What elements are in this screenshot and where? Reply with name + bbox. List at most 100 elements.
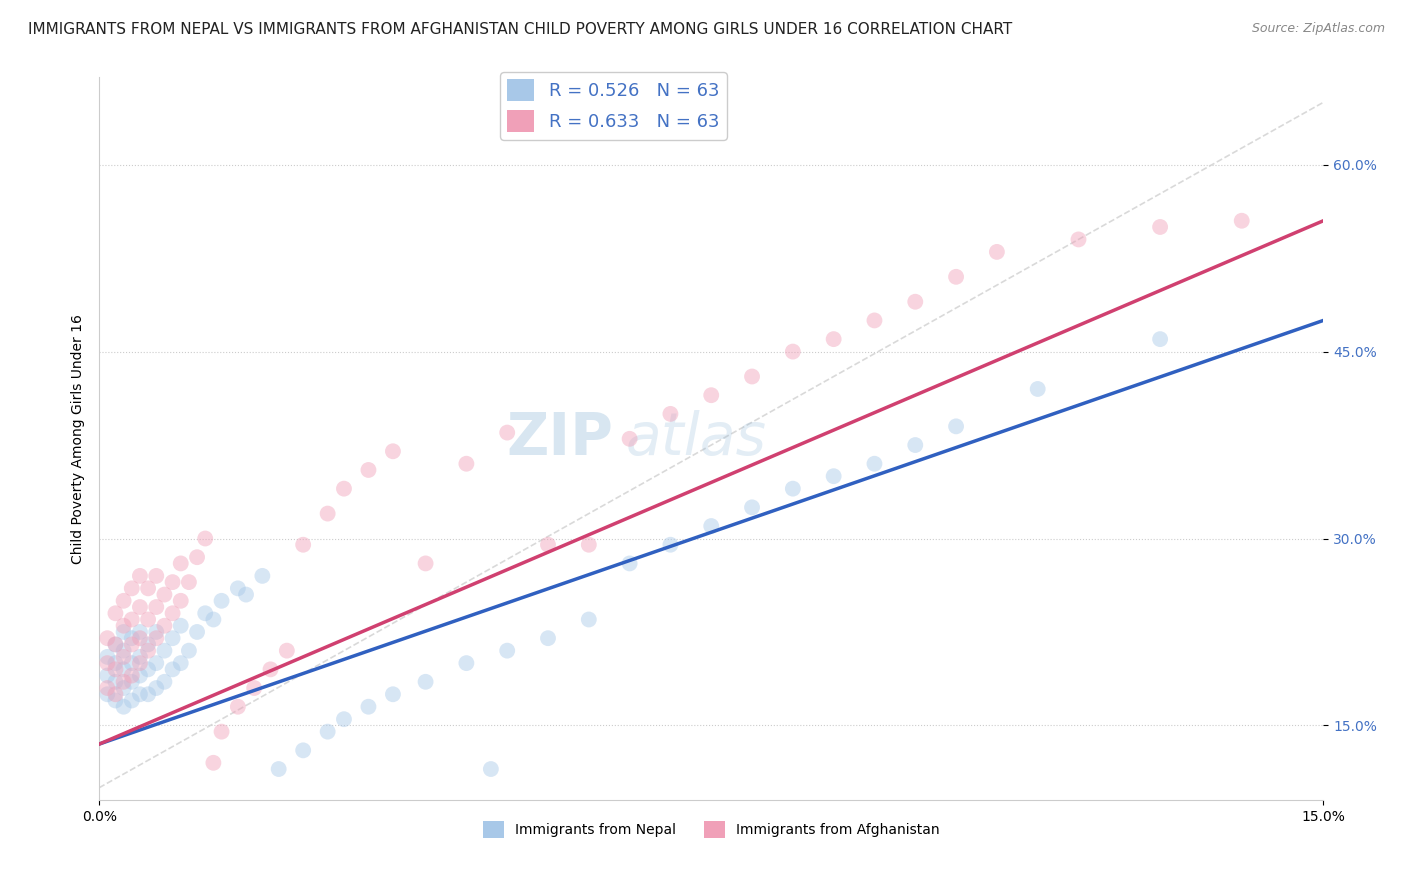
Point — [986, 244, 1008, 259]
Point — [145, 681, 167, 695]
Point — [202, 756, 225, 770]
Point — [904, 294, 927, 309]
Point — [162, 662, 184, 676]
Point — [243, 681, 266, 695]
Point — [904, 438, 927, 452]
Point — [96, 687, 118, 701]
Point — [177, 643, 200, 657]
Point — [782, 344, 804, 359]
Point — [381, 687, 404, 701]
Point — [456, 457, 478, 471]
Point — [700, 388, 723, 402]
Point — [112, 624, 135, 639]
Point — [121, 668, 143, 682]
Point — [186, 550, 208, 565]
Point — [578, 613, 600, 627]
Point — [381, 444, 404, 458]
Point — [267, 762, 290, 776]
Point — [112, 643, 135, 657]
Legend: Immigrants from Nepal, Immigrants from Afghanistan: Immigrants from Nepal, Immigrants from A… — [478, 816, 945, 844]
Point — [153, 618, 176, 632]
Point — [496, 643, 519, 657]
Point — [136, 643, 159, 657]
Point — [276, 643, 298, 657]
Y-axis label: Child Poverty Among Girls Under 16: Child Poverty Among Girls Under 16 — [72, 314, 86, 564]
Point — [136, 613, 159, 627]
Point — [823, 332, 845, 346]
Point — [202, 613, 225, 627]
Point — [741, 369, 763, 384]
Point — [145, 569, 167, 583]
Point — [96, 681, 118, 695]
Point — [578, 538, 600, 552]
Point — [316, 724, 339, 739]
Point — [112, 594, 135, 608]
Point — [945, 419, 967, 434]
Point — [162, 575, 184, 590]
Point — [96, 631, 118, 645]
Point — [104, 607, 127, 621]
Point — [170, 618, 193, 632]
Point — [153, 588, 176, 602]
Point — [96, 656, 118, 670]
Point — [415, 674, 437, 689]
Point — [112, 649, 135, 664]
Point — [104, 674, 127, 689]
Point — [1026, 382, 1049, 396]
Point — [333, 712, 356, 726]
Point — [177, 575, 200, 590]
Text: IMMIGRANTS FROM NEPAL VS IMMIGRANTS FROM AFGHANISTAN CHILD POVERTY AMONG GIRLS U: IMMIGRANTS FROM NEPAL VS IMMIGRANTS FROM… — [28, 22, 1012, 37]
Text: atlas: atlas — [626, 410, 766, 467]
Point — [479, 762, 502, 776]
Point — [104, 687, 127, 701]
Point — [121, 631, 143, 645]
Point — [357, 699, 380, 714]
Point — [136, 687, 159, 701]
Point — [496, 425, 519, 440]
Point — [153, 674, 176, 689]
Point — [211, 724, 233, 739]
Point — [129, 631, 152, 645]
Point — [333, 482, 356, 496]
Point — [121, 613, 143, 627]
Point — [863, 457, 886, 471]
Point — [659, 538, 682, 552]
Point — [121, 693, 143, 707]
Point — [129, 649, 152, 664]
Point — [136, 582, 159, 596]
Point — [415, 557, 437, 571]
Point — [537, 538, 560, 552]
Point — [112, 681, 135, 695]
Point — [121, 656, 143, 670]
Point — [292, 743, 315, 757]
Point — [619, 432, 641, 446]
Point — [186, 624, 208, 639]
Point — [226, 699, 249, 714]
Point — [659, 407, 682, 421]
Point — [145, 631, 167, 645]
Point — [145, 600, 167, 615]
Point — [136, 637, 159, 651]
Point — [170, 594, 193, 608]
Point — [235, 588, 257, 602]
Point — [145, 624, 167, 639]
Point — [136, 662, 159, 676]
Point — [194, 607, 217, 621]
Point — [121, 637, 143, 651]
Point — [162, 607, 184, 621]
Point — [96, 649, 118, 664]
Point — [259, 662, 281, 676]
Point — [129, 624, 152, 639]
Point — [104, 662, 127, 676]
Point — [823, 469, 845, 483]
Point — [1230, 213, 1253, 227]
Point — [104, 637, 127, 651]
Point — [129, 668, 152, 682]
Point — [112, 618, 135, 632]
Point — [456, 656, 478, 670]
Point — [162, 631, 184, 645]
Point — [104, 637, 127, 651]
Point — [945, 269, 967, 284]
Point — [129, 687, 152, 701]
Point — [537, 631, 560, 645]
